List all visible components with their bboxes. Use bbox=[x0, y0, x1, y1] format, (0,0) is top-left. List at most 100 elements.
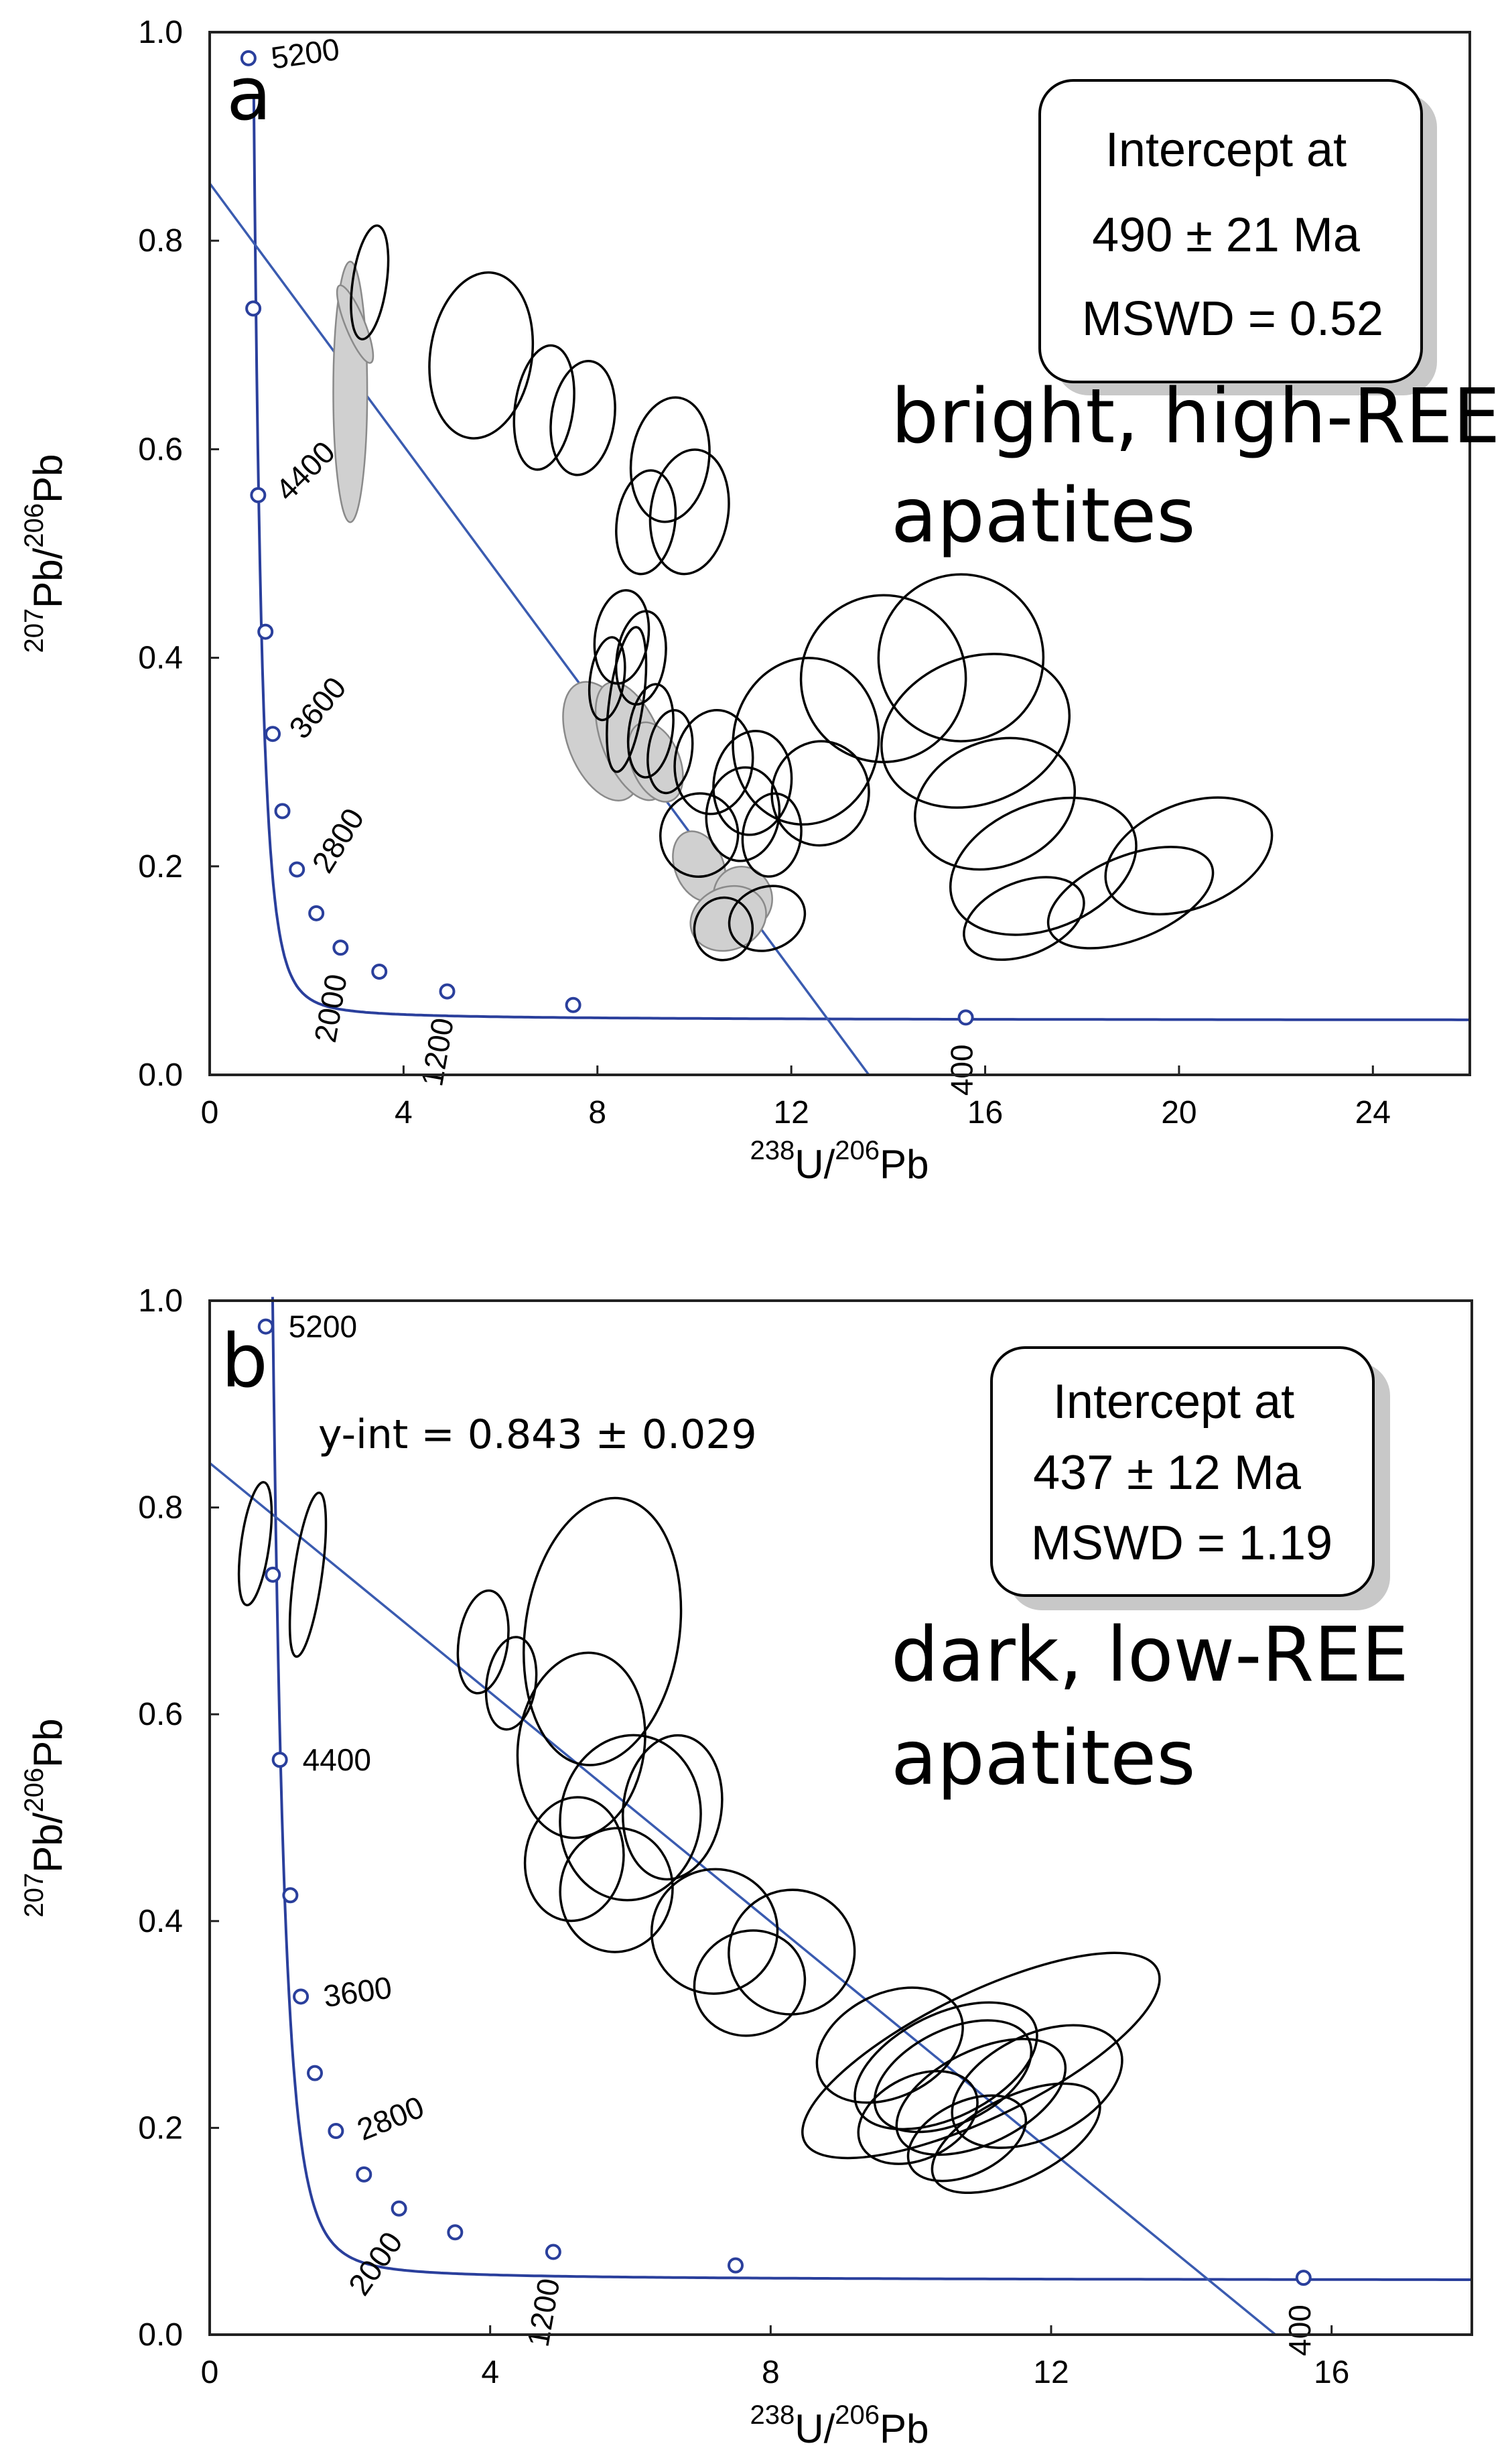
concordia-age-marker bbox=[257, 623, 274, 640]
regression-line bbox=[208, 182, 870, 1076]
y-tick-label: 0.4 bbox=[138, 641, 183, 676]
concordia-curve bbox=[271, 1297, 1472, 2281]
panel-label: b bbox=[221, 1318, 268, 1404]
y-tick-label: 0.2 bbox=[138, 849, 183, 885]
intercept-annotation: Intercept at 490 ± 21 Ma MSWD = 0.52 bbox=[1038, 79, 1437, 395]
y-tick-label: 0.8 bbox=[138, 223, 183, 259]
error-ellipse bbox=[626, 683, 675, 779]
error-ellipse bbox=[428, 271, 535, 440]
error-ellipse bbox=[516, 1651, 646, 1839]
concordia-age-marker bbox=[391, 2200, 407, 2217]
concordia-age-marker bbox=[328, 2123, 344, 2140]
chart-panel-b: 0 4 8 12 16 0.0 0.2 0.4 0.6 0.8 1.0 5200 4400 3600 28… bbox=[0, 1232, 1506, 2464]
regression-line bbox=[208, 1462, 1277, 2336]
concordia-age-marker bbox=[257, 1318, 274, 1335]
plot-frame bbox=[208, 31, 1471, 1076]
concordia-age-label: 2000 bbox=[307, 972, 354, 1045]
concordia-age-label: 400 bbox=[945, 1044, 979, 1096]
y-tick-label: 0.6 bbox=[138, 432, 183, 467]
concordia-age-marker bbox=[545, 2244, 561, 2260]
concordia-age-marker bbox=[308, 905, 325, 921]
intercept-title: Intercept at bbox=[1105, 123, 1347, 177]
sample-label-line-1: bright, high-REE bbox=[891, 373, 1500, 460]
x-tick-label: 20 bbox=[1161, 1095, 1196, 1130]
concordia-age-marker bbox=[271, 1752, 288, 1768]
concordia-age-marker bbox=[293, 1988, 310, 2005]
concordia-age-label: 2800 bbox=[352, 2089, 429, 2148]
concordia-age-marker bbox=[289, 861, 305, 878]
error-ellipse bbox=[588, 636, 626, 722]
error-ellipse bbox=[523, 1496, 683, 1766]
intercept-mswd: MSWD = 0.52 bbox=[1082, 292, 1383, 346]
y-tick-label: 0.2 bbox=[138, 2110, 183, 2146]
error-ellipse bbox=[906, 2094, 1028, 2183]
error-ellipse bbox=[646, 709, 694, 795]
x-tick-label: 4 bbox=[395, 1095, 413, 1130]
intercept-age: 490 ± 21 Ma bbox=[1092, 208, 1361, 262]
y-tick-label: 0.8 bbox=[138, 1490, 183, 1526]
error-ellipse bbox=[615, 469, 677, 576]
x-tick-label: 12 bbox=[1033, 2355, 1069, 2390]
error-ellipse bbox=[741, 792, 803, 878]
x-tick-label: 0 bbox=[201, 1095, 219, 1130]
error-ellipse bbox=[523, 1796, 625, 1923]
x-tick-label: 0 bbox=[201, 2355, 219, 2390]
error-ellipse bbox=[629, 396, 711, 523]
error-ellipse bbox=[659, 792, 740, 879]
intercept-age: 437 ± 12 Ma bbox=[1033, 1446, 1302, 1500]
x-tick-label: 8 bbox=[588, 1095, 606, 1130]
y-axis-label: 207Pb/206Pb bbox=[19, 1719, 70, 1918]
concordia-age-label: 3600 bbox=[282, 670, 353, 745]
x-tick-label: 16 bbox=[1314, 2355, 1349, 2390]
error-ellipse bbox=[1104, 796, 1274, 916]
concordia-age-marker bbox=[332, 939, 349, 956]
error-ellipse bbox=[895, 2038, 1067, 2156]
y-tick-label: 0.6 bbox=[138, 1697, 183, 1732]
y-tick-label: 0.0 bbox=[138, 1057, 183, 1093]
chart-panel-a: 0 4 8 12 16 20 24 0.0 0.2 0.4 0.6 0.8 1.0 5200 4400 36… bbox=[19, 15, 1500, 1187]
error-ellipse bbox=[963, 876, 1085, 961]
intercept-mswd: MSWD = 1.19 bbox=[1031, 1516, 1332, 1570]
concordia-age-label: 2800 bbox=[305, 802, 370, 879]
error-ellipse bbox=[728, 885, 807, 952]
error-ellipse bbox=[732, 657, 880, 826]
concordia-age-label: 4400 bbox=[303, 1742, 371, 1777]
error-ellipse bbox=[484, 1636, 538, 1731]
error-ellipse bbox=[621, 1734, 724, 1881]
error-ellipse bbox=[1046, 846, 1215, 950]
intercept-annotation: Intercept at 437 ± 12 Ma MSWD = 1.19 bbox=[990, 1346, 1390, 1610]
y-intercept-annotation: y-int = 0.843 ± 0.029 bbox=[318, 1411, 757, 1458]
concordia-age-marker bbox=[240, 50, 257, 66]
sample-label-line-2: apatites bbox=[891, 1715, 1196, 1802]
error-ellipse bbox=[512, 344, 575, 471]
error-ellipse bbox=[770, 740, 870, 847]
concordia-age-marker bbox=[250, 487, 267, 503]
concordia-age-label: 1200 bbox=[414, 1015, 460, 1089]
x-tick-label: 24 bbox=[1355, 1095, 1391, 1130]
concordia-age-marker bbox=[447, 2224, 464, 2241]
concordia-age-marker bbox=[282, 1887, 299, 1904]
concordia-age-marker bbox=[307, 2065, 323, 2081]
x-axis-label: 238U/206Pb bbox=[750, 1136, 929, 1187]
concordia-age-marker bbox=[274, 803, 291, 820]
concordia-age-label: 5200 bbox=[269, 31, 342, 76]
sample-label-line-2: apatites bbox=[891, 472, 1196, 560]
intercept-title: Intercept at bbox=[1053, 1375, 1294, 1429]
error-ellipse bbox=[799, 594, 967, 763]
concordia-age-marker bbox=[245, 300, 262, 317]
error-ellipse bbox=[728, 1888, 856, 2016]
error-ellipse bbox=[606, 626, 648, 773]
y-axis-label: 207Pb/206Pb bbox=[19, 454, 70, 653]
error-ellipse bbox=[693, 1929, 807, 2037]
concordia-age-label: 1200 bbox=[520, 2276, 566, 2349]
concordia-age-marker bbox=[565, 996, 581, 1013]
error-ellipse bbox=[549, 359, 616, 476]
error-ellipse bbox=[880, 653, 1071, 809]
x-tick-label: 16 bbox=[967, 1095, 1003, 1130]
chart-a-svg: 0 4 8 12 16 20 24 0.0 0.2 0.4 0.6 0.8 1.0 5200 4400 36… bbox=[19, 15, 1500, 1187]
concordia-curve bbox=[252, 94, 1470, 1021]
error-ellipse bbox=[288, 1491, 328, 1658]
error-ellipse bbox=[913, 736, 1077, 871]
error-ellipse bbox=[712, 730, 793, 836]
error-ellipse-gray bbox=[336, 284, 374, 364]
